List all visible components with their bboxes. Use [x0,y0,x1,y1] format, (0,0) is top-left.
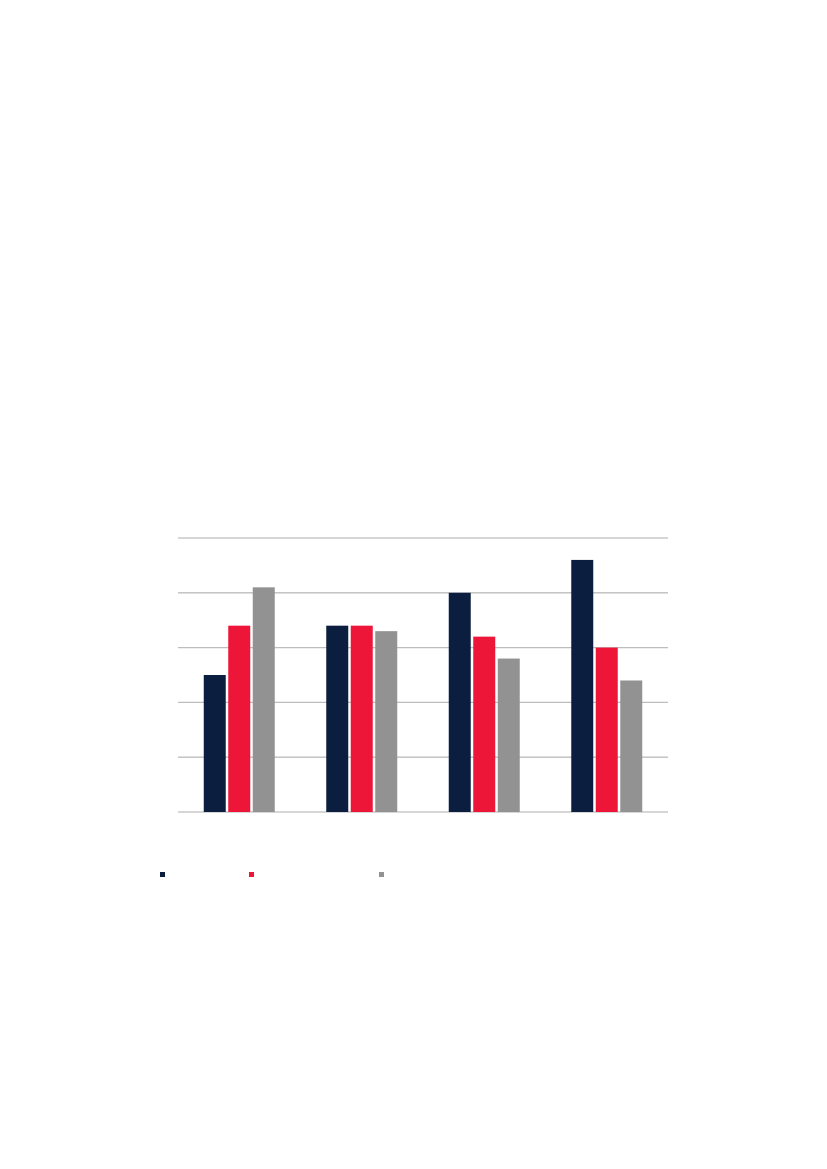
bar-series-1 [203,675,226,812]
bar-series-2 [228,625,251,812]
bar-series-1 [571,559,594,812]
bar-series-3 [620,680,643,812]
bar-series-1 [448,592,471,812]
bar-series-2 [595,647,618,812]
bar-series-2 [350,625,373,812]
bar-series-1 [326,625,349,812]
legend-swatch-3 [379,872,384,877]
bar-series-3 [252,587,275,812]
bar-series-3 [375,631,398,812]
legend-swatch-1 [160,872,165,877]
bar-series-2 [473,636,496,812]
legend-swatch-2 [249,872,254,877]
bar-series-3 [497,658,520,812]
